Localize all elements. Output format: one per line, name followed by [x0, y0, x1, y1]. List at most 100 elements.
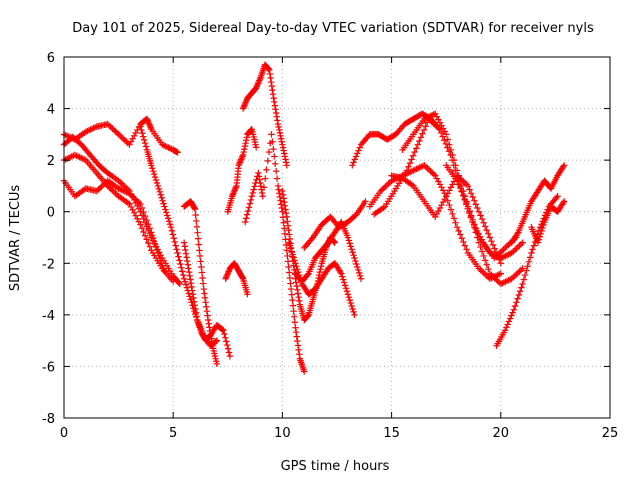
data-point [475, 208, 483, 215]
data-point [250, 186, 257, 193]
data-point [230, 188, 238, 196]
data-point [110, 126, 118, 134]
data-point [140, 228, 147, 236]
data-point [270, 95, 277, 102]
data-point [226, 352, 234, 360]
data-point [193, 217, 200, 225]
data-point [127, 138, 135, 145]
data-point [417, 134, 425, 141]
data-point [137, 123, 144, 130]
data-point [455, 227, 462, 235]
data-point [149, 232, 156, 239]
data-point [271, 153, 278, 160]
data-point [190, 298, 198, 305]
data-point [308, 235, 315, 243]
data-point [228, 193, 236, 200]
data-point [281, 230, 289, 238]
data-point [93, 187, 100, 195]
data-point [463, 199, 470, 207]
data-point [352, 257, 359, 265]
data-point [494, 252, 501, 260]
x-tick-label: 15 [383, 426, 400, 441]
data-point [229, 191, 236, 198]
data-point [292, 279, 300, 286]
data-point [455, 181, 462, 188]
data-point [349, 162, 356, 169]
data-point [331, 239, 339, 246]
data-point [340, 276, 347, 283]
data-point [441, 137, 448, 144]
data-point [253, 83, 261, 90]
data-point [267, 74, 274, 82]
data-point [192, 309, 200, 316]
data-point [482, 271, 489, 278]
data-point [183, 284, 191, 291]
data-point [257, 179, 264, 187]
data-point [158, 194, 165, 201]
data-point [150, 235, 157, 242]
data-point [141, 232, 149, 239]
data-point [536, 233, 543, 240]
data-point [243, 134, 251, 141]
series-track-5 [137, 123, 221, 349]
data-point [200, 285, 207, 293]
data-point [288, 291, 295, 298]
data-point [346, 296, 353, 304]
data-point [206, 324, 213, 331]
data-point [271, 98, 278, 106]
data-point [294, 265, 301, 273]
data-point [560, 199, 567, 207]
data-point [225, 349, 233, 356]
data-point [266, 70, 274, 78]
data-point [204, 316, 212, 324]
data-point [148, 229, 155, 236]
data-point [205, 320, 212, 327]
data-point [164, 212, 171, 219]
data-point [344, 234, 352, 241]
data-point [244, 207, 252, 215]
data-point [251, 183, 258, 190]
data-point [256, 77, 263, 84]
data-point [279, 144, 287, 151]
data-point [535, 236, 543, 243]
x-tick-label: 10 [274, 426, 291, 441]
data-point [461, 195, 469, 203]
data-point [143, 115, 151, 123]
data-point [438, 201, 445, 209]
data-point [472, 201, 480, 208]
data-point [478, 268, 486, 275]
data-point [150, 237, 158, 245]
data-point [480, 252, 487, 260]
data-point [446, 187, 453, 194]
data-point [444, 136, 451, 143]
data-point [120, 181, 127, 189]
data-point [342, 285, 350, 292]
data-point [420, 126, 428, 134]
data-point [458, 188, 465, 196]
data-point [503, 324, 510, 331]
data-point [539, 224, 546, 232]
data-point [285, 226, 292, 234]
data-point [474, 234, 481, 241]
y-tick-label: 4 [47, 103, 55, 118]
data-point [497, 260, 504, 267]
data-point [243, 211, 251, 218]
data-point [347, 299, 354, 307]
data-point [514, 230, 521, 238]
data-point [506, 315, 514, 322]
data-point [291, 257, 298, 264]
data-point [351, 254, 358, 262]
data-point [118, 180, 125, 187]
data-point [286, 274, 294, 282]
data-point [149, 165, 156, 172]
data-point [449, 151, 456, 159]
data-point [273, 175, 281, 182]
data-point [281, 202, 289, 210]
data-point [239, 151, 247, 159]
data-point [349, 249, 356, 256]
data-point [132, 129, 139, 137]
data-point [145, 120, 153, 127]
data-point [514, 295, 521, 302]
data-point [241, 142, 249, 150]
series-track-6 [180, 198, 221, 368]
